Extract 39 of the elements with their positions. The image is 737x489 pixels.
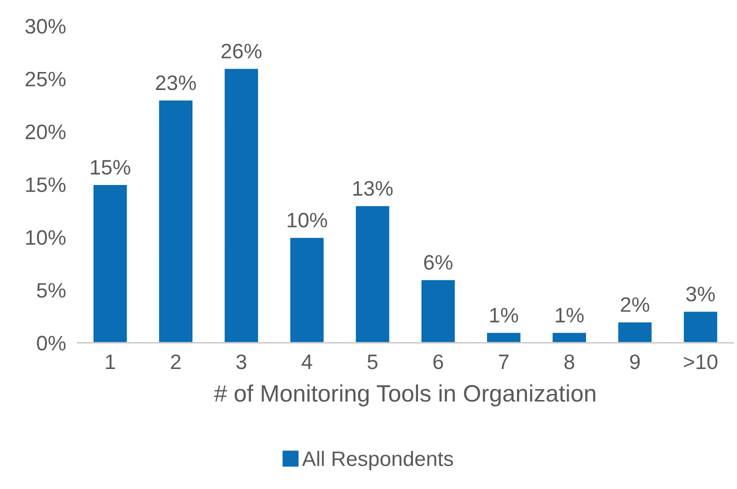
y-tick-label: 0% [36,336,66,351]
bar [616,320,654,343]
data-label: 15% [90,160,130,175]
x-tick-label: 7 [499,354,508,369]
x-tick-label: 2 [171,354,181,369]
bar [223,67,260,343]
x-tick-label: 1 [106,354,115,369]
y-tick-label: 20% [26,124,66,140]
data-label: 1% [490,308,518,322]
x-tick-label: 4 [302,354,312,369]
bar [486,332,522,343]
data-label: 13% [353,181,393,196]
y-tick-label: 10% [26,230,66,245]
x-tick-label: 5 [368,354,378,370]
y-tick-label: 30% [25,18,66,34]
data-label: 3% [686,286,715,302]
bar [354,204,391,343]
bar [288,236,326,343]
x-tick-label: >10 [684,354,718,370]
data-label: 1% [556,308,584,322]
x-tick-label: 6 [433,354,444,370]
y-tick-label: 25% [26,72,66,86]
x-tick-label: 3 [236,354,246,370]
data-label: 10% [288,212,328,228]
x-tick-label: 8 [564,354,574,370]
x-tick-label: 9 [630,354,640,370]
y-tick-label: 15% [26,177,66,192]
data-label: 6% [424,254,452,270]
y-tick-label: 5% [36,283,66,298]
bar [551,332,588,343]
bar [92,184,128,343]
data-label: 23% [156,75,196,90]
x-axis-title: # of Monitoring Tools in Organization [214,384,596,406]
legend-label: All Respondents [302,450,453,470]
data-label: 2% [620,297,650,312]
bar [682,310,719,343]
bar [158,99,194,343]
data-label: 26% [222,44,262,58]
bar [420,278,456,343]
